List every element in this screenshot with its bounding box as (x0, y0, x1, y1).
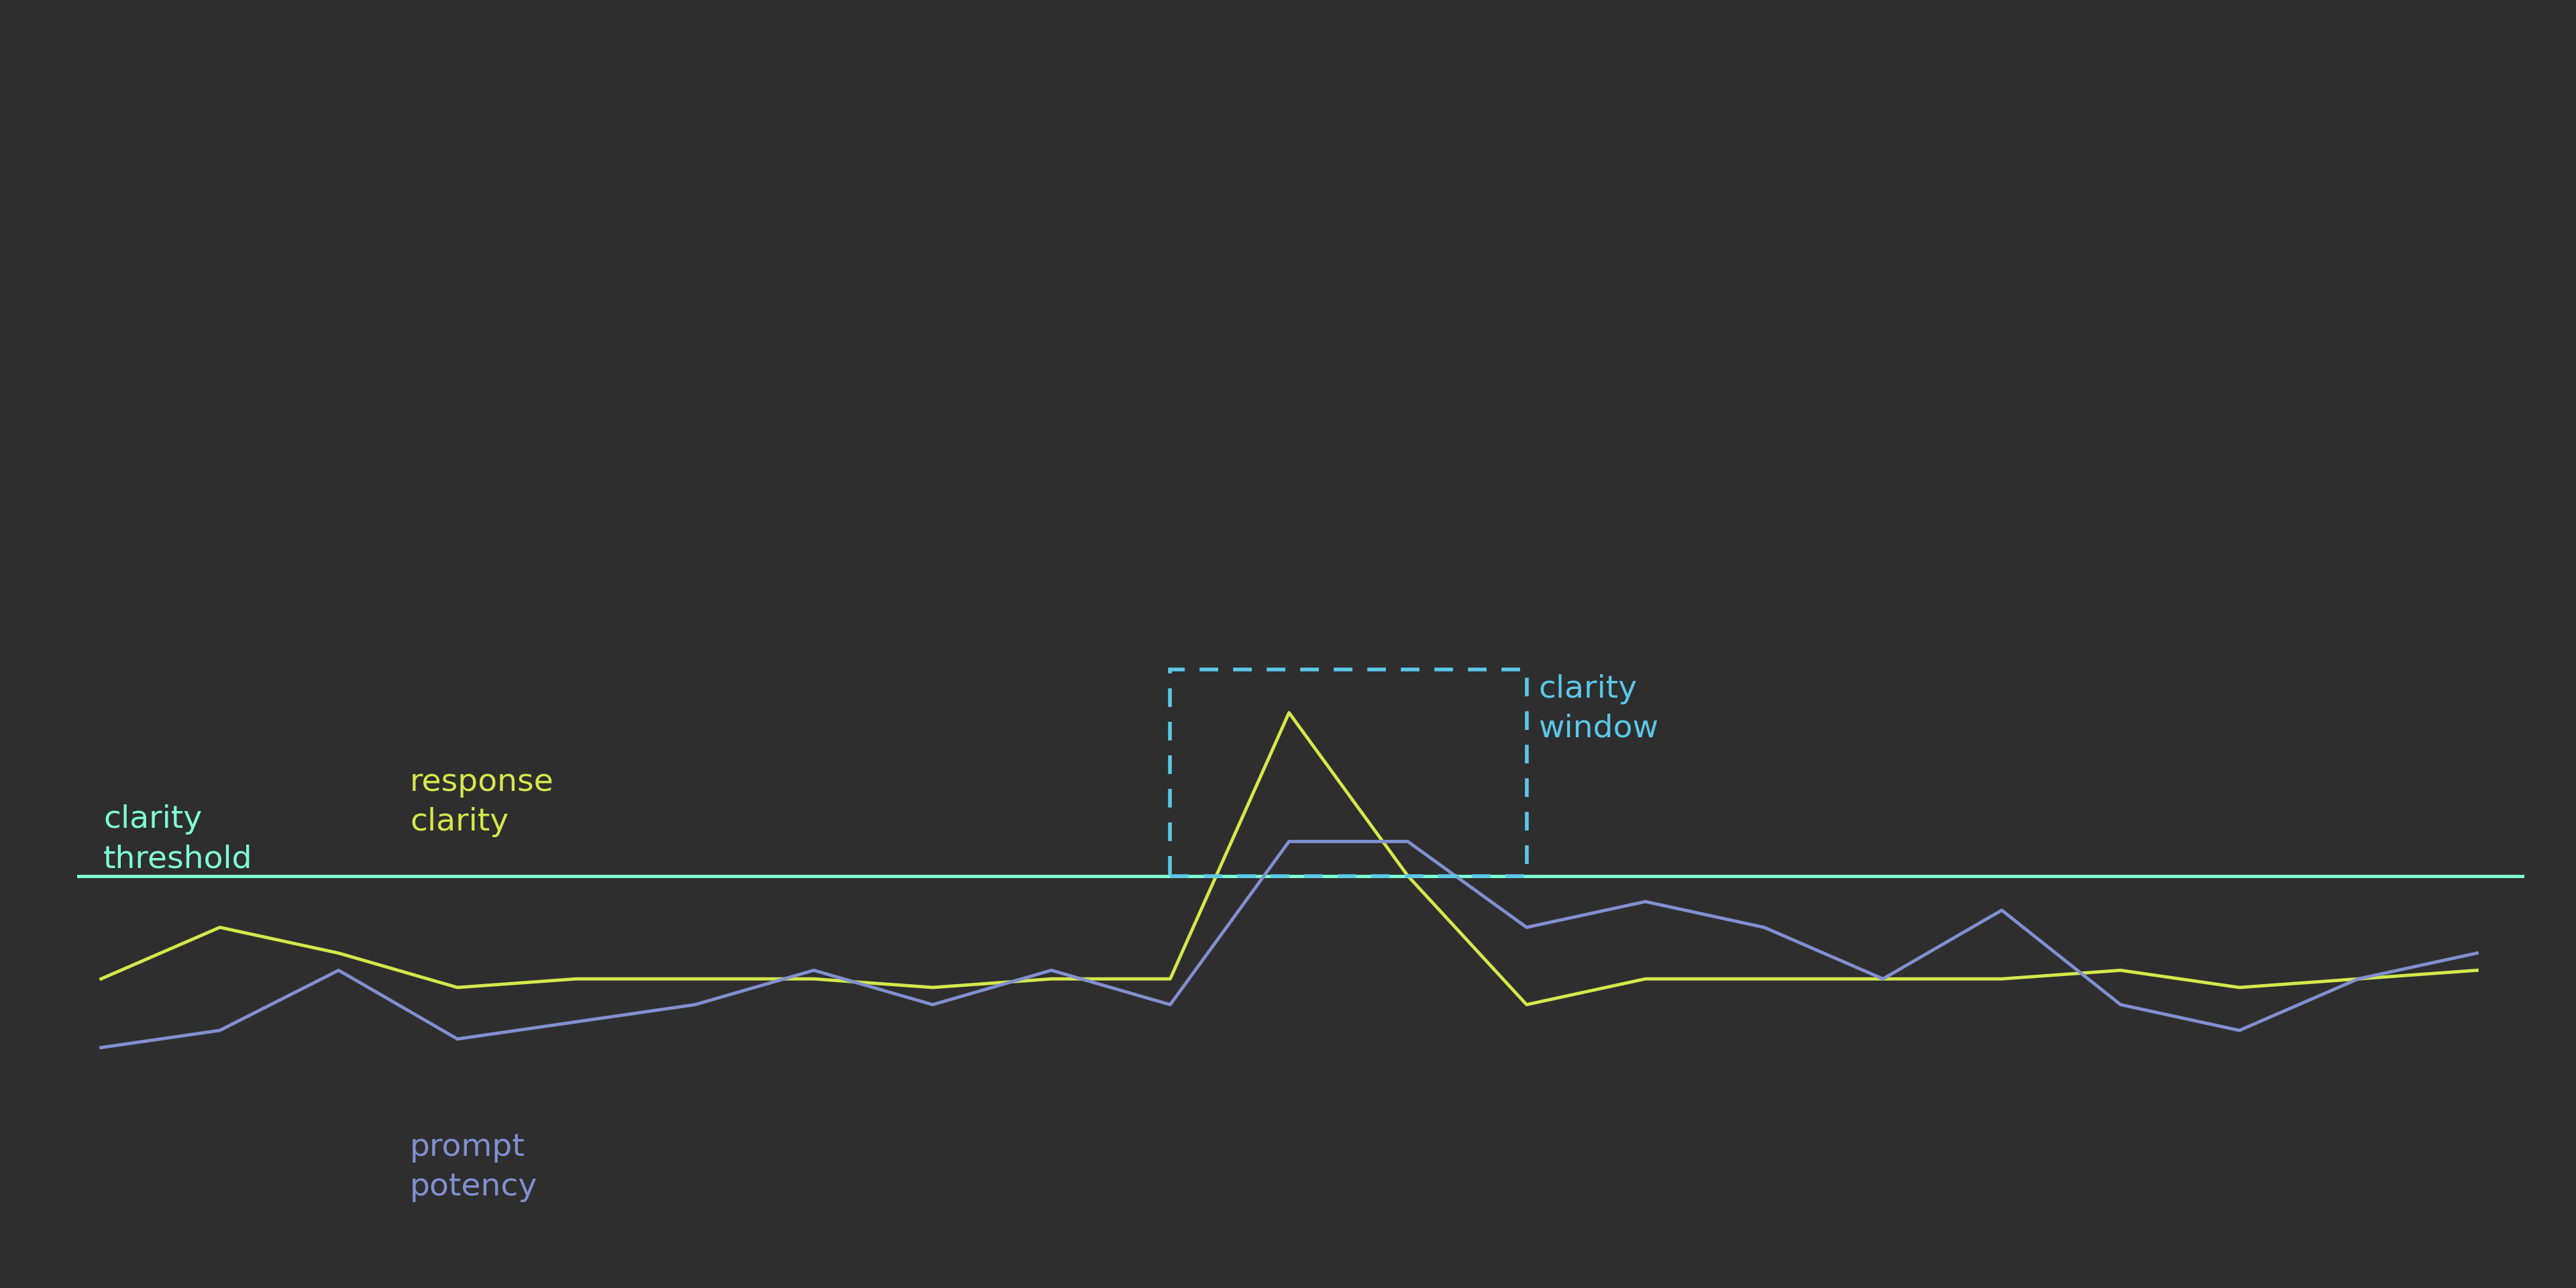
Text: clarity
threshold: clarity threshold (103, 804, 252, 875)
Text: prompt
potency: prompt potency (410, 1132, 538, 1202)
Text: response
clarity: response clarity (410, 768, 554, 837)
Bar (1170, 670, 1528, 876)
Text: clarity
window: clarity window (1538, 674, 1659, 744)
